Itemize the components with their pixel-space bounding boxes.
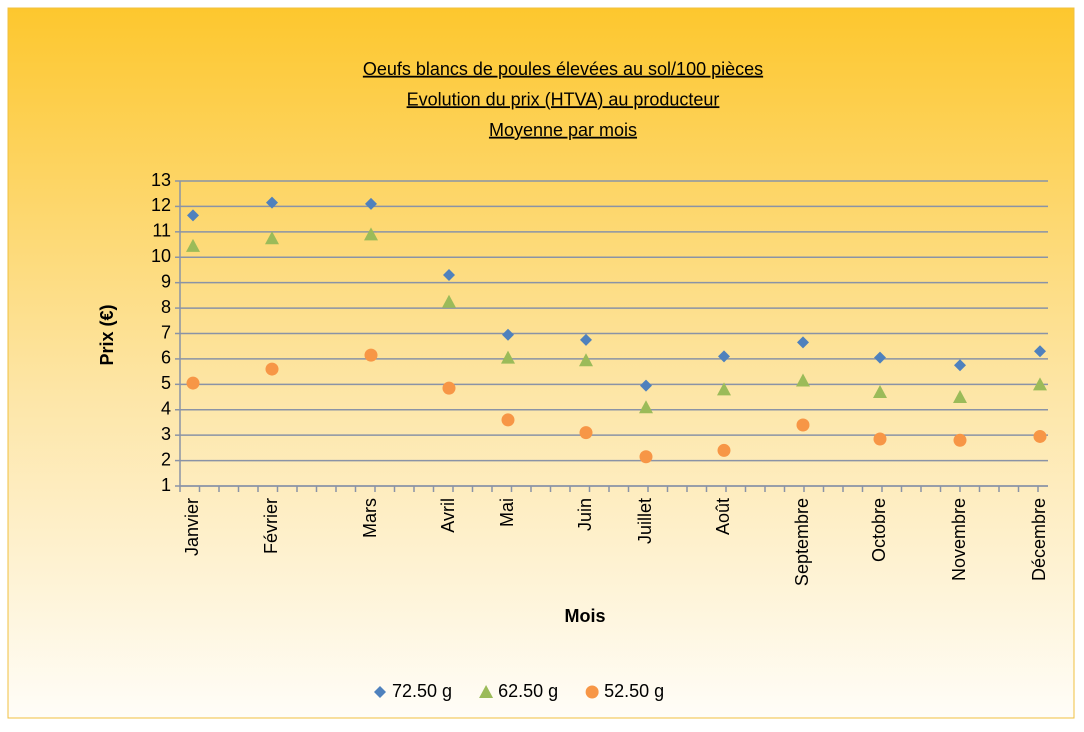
y-tick-label: 3 (161, 424, 171, 444)
point (187, 209, 199, 222)
point (953, 390, 967, 404)
point (717, 443, 731, 457)
legend: 72.50 g 62.50 g 52.50 g (374, 681, 664, 701)
x-tick-label: Juin (575, 498, 595, 531)
y-tick-label: 2 (161, 449, 171, 469)
point (639, 400, 653, 414)
point (954, 359, 966, 372)
point (186, 238, 200, 252)
x-tick-label: Janvier (182, 498, 202, 556)
point (502, 328, 514, 341)
point (501, 350, 515, 364)
point (796, 418, 810, 432)
x-tick-label: Juillet (635, 498, 655, 544)
point (797, 336, 809, 349)
point (186, 376, 200, 390)
y-tick-label: 7 (161, 322, 171, 342)
y-tick-label: 10 (151, 246, 171, 266)
point (717, 382, 731, 396)
legend-label: 52.50 g (604, 681, 664, 701)
y-tick-label: 9 (161, 271, 171, 291)
point (265, 231, 279, 245)
legend-label: 62.50 g (498, 681, 558, 701)
point (442, 381, 456, 395)
point (718, 350, 730, 363)
legend-marker (374, 686, 386, 698)
x-tick-label: Avril (438, 498, 458, 533)
x-tick-label: Mai (497, 498, 517, 527)
legend-label: 72.50 g (392, 681, 452, 701)
chart-background (7, 7, 1075, 719)
legend-item: 72.50 g (374, 681, 452, 701)
x-tick-label: Décembre (1029, 498, 1049, 581)
point (796, 373, 810, 387)
y-tick-label: 5 (161, 373, 171, 393)
legend-item: 52.50 g (585, 681, 664, 701)
point (953, 433, 967, 447)
legend-marker (585, 685, 599, 699)
chart-title: Evolution du prix (HTVA) au producteur (407, 89, 720, 109)
chart-title: Moyenne par mois (489, 120, 637, 140)
chart-title: Oeufs blancs de poules élevées au sol/10… (363, 59, 763, 79)
point (364, 227, 378, 241)
y-tick-label: 12 (151, 195, 171, 215)
point (265, 362, 279, 376)
x-tick-label: Octobre (869, 498, 889, 562)
y-tick-label: 8 (161, 297, 171, 317)
y-tick-label: 6 (161, 348, 171, 368)
point (580, 333, 592, 346)
legend-item: 62.50 g (479, 681, 558, 701)
x-tick-label: Février (261, 498, 281, 554)
point (579, 353, 593, 367)
x-tick-label: Novembre (949, 498, 969, 581)
x-axis-title: Mois (564, 606, 605, 626)
point (1034, 345, 1046, 358)
y-axis-title: Prix (€) (97, 304, 117, 365)
y-tick-label: 1 (161, 475, 171, 495)
legend-marker (479, 685, 494, 698)
y-tick-label: 4 (161, 399, 171, 419)
point (579, 426, 593, 440)
x-tick-label: Août (713, 498, 733, 535)
point (365, 197, 377, 210)
point (442, 294, 456, 308)
point (874, 351, 886, 364)
point (443, 269, 455, 282)
point (501, 413, 515, 427)
x-tick-label: Mars (360, 498, 380, 538)
point (1033, 429, 1047, 443)
point (364, 348, 378, 362)
y-tick-label: 13 (151, 170, 171, 190)
point (873, 432, 887, 446)
point (640, 379, 652, 392)
y-tick-label: 11 (152, 221, 171, 241)
point (639, 450, 653, 464)
point (873, 384, 887, 398)
x-tick-label: Septembre (792, 498, 812, 586)
point (1033, 377, 1047, 391)
point (266, 196, 278, 209)
